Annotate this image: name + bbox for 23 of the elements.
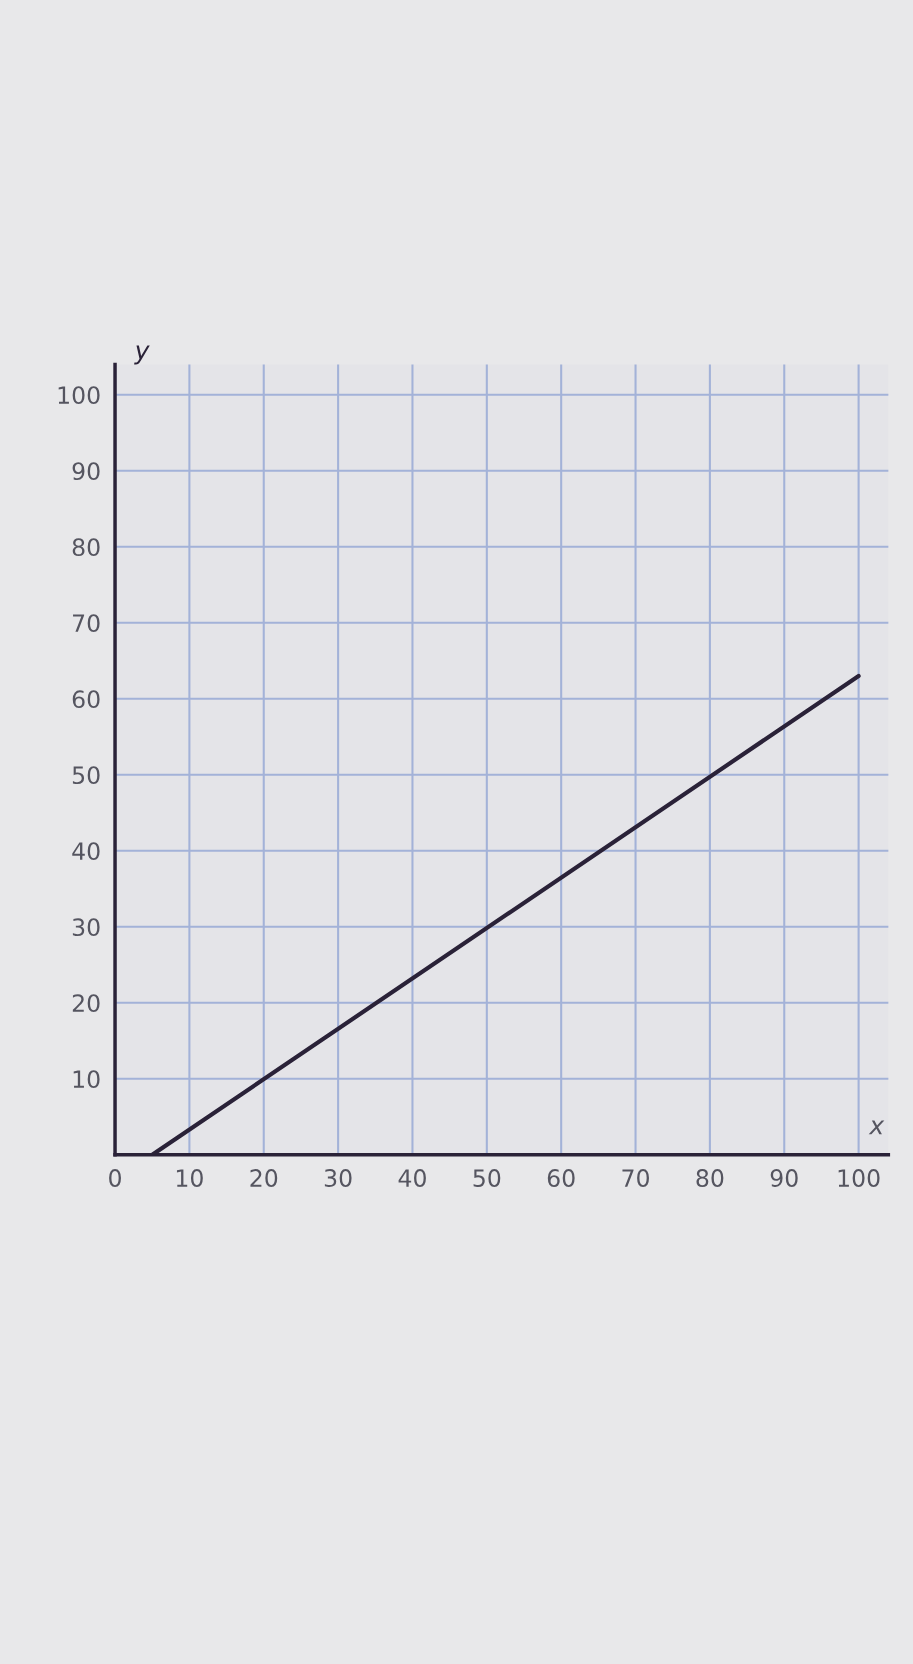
y-tick-label: 50 xyxy=(72,766,100,785)
x-tick-label: 20 xyxy=(250,1169,278,1187)
y-tick-label: 70 xyxy=(73,614,100,633)
y-tick-label: 20 xyxy=(72,994,100,1013)
y-tick-label: 30 xyxy=(72,918,100,937)
y-tick-label: 100 xyxy=(58,386,100,405)
x-tick-label: 30 xyxy=(324,1169,352,1187)
x-tick-label: 80 xyxy=(696,1169,724,1187)
y-tick-label: 60 xyxy=(72,690,100,709)
x-tick-label: 40 xyxy=(398,1169,426,1187)
y-axis-title: y xyxy=(134,345,150,365)
y-tick-label: 40 xyxy=(72,842,100,861)
x-tick-label: 60 xyxy=(547,1169,575,1187)
x-axis-title: x xyxy=(868,1120,885,1135)
y-tick-label: 80 xyxy=(72,538,100,557)
x-tick-label: 100 xyxy=(838,1169,880,1187)
x-tick-label: 50 xyxy=(473,1169,501,1187)
y-tick-label: 10 xyxy=(73,1070,100,1089)
x-tick-label: 10 xyxy=(176,1169,203,1187)
x-tick-label: 0 xyxy=(109,1169,121,1187)
x-tick-label: 90 xyxy=(770,1169,798,1187)
x-tick-label: 70 xyxy=(622,1169,649,1187)
y-tick-label: 90 xyxy=(72,462,100,481)
